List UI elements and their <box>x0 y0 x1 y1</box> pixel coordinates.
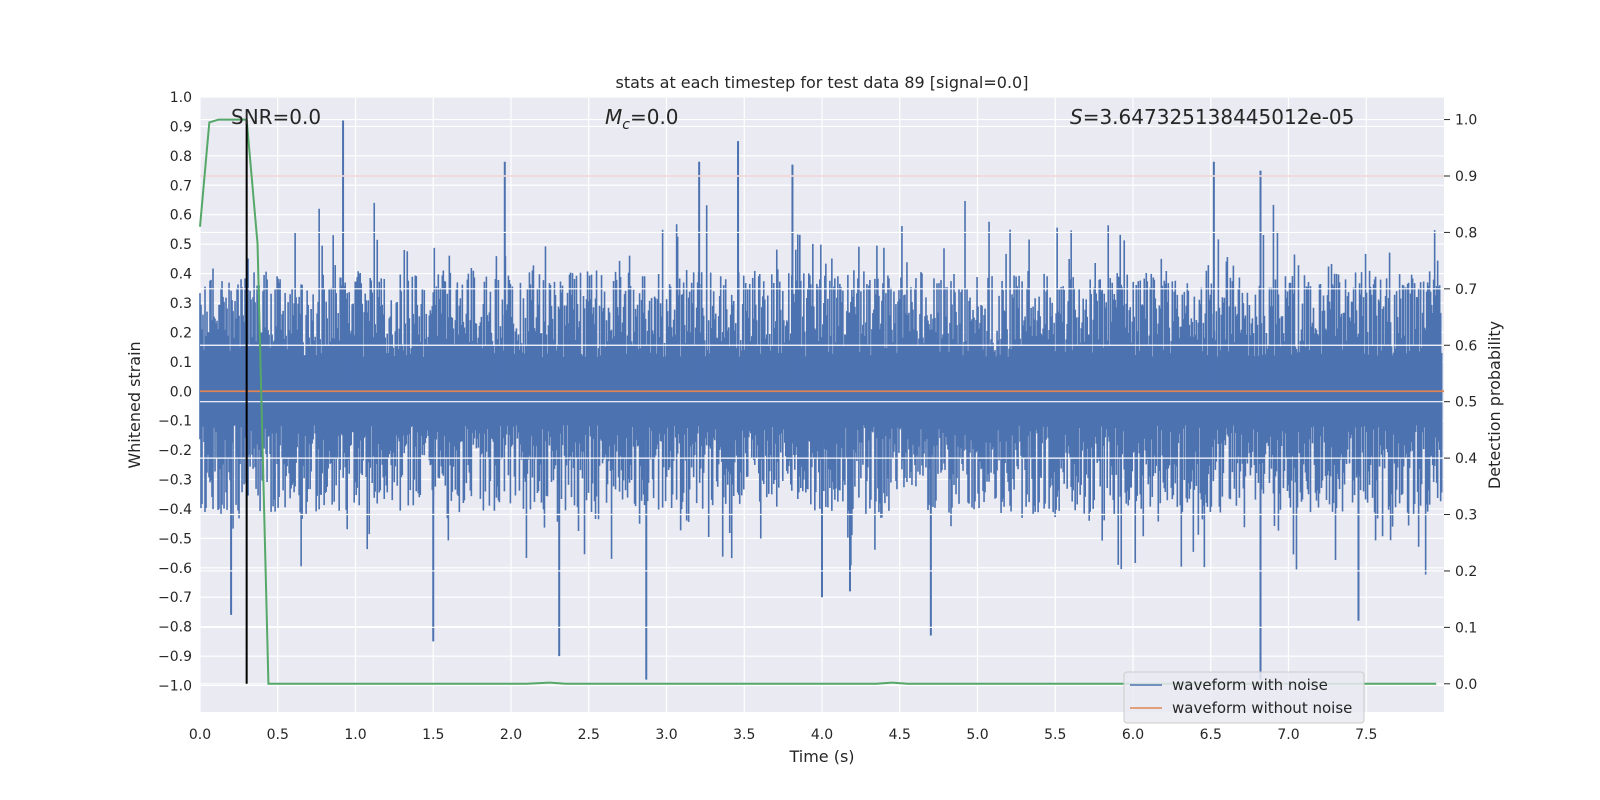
right-tick-label: 0.3 <box>1455 508 1477 524</box>
legend-label-noise: waveform with noise <box>1172 676 1328 694</box>
y-tick-label: −0.5 <box>158 531 192 547</box>
y-tick-label: 1.0 <box>170 90 192 106</box>
y-tick-label: 0.0 <box>170 384 192 400</box>
y-tick-label: 0.4 <box>170 267 192 283</box>
mc-value: =0.0 <box>630 105 679 129</box>
right-tick-label: 0.7 <box>1455 282 1477 298</box>
x-tick-label: 4.0 <box>811 727 833 743</box>
y-tick-label: −0.2 <box>158 443 192 459</box>
x-tick-label: 5.0 <box>966 727 988 743</box>
y-axis-ticks: 1.0 0.9 0.8 0.7 0.6 0.5 0.4 0.3 0.2 0.1 0.0 −0.1 −0.… <box>158 90 192 695</box>
y-tick-label: −0.3 <box>158 473 192 489</box>
s-value: =3.647325138445012e-05 <box>1083 105 1355 129</box>
legend-box <box>1123 671 1365 724</box>
legend-label-clean: waveform without noise <box>1172 699 1352 717</box>
x-tick-label: 3.5 <box>733 727 755 743</box>
right-axis-grid <box>200 118 1444 685</box>
x-tick-label: 2.0 <box>500 727 522 743</box>
y-tick-label: −0.8 <box>158 620 192 636</box>
x-tick-label: 1.5 <box>422 727 444 743</box>
mc-symbol: M <box>605 105 622 129</box>
right-tick-label: 0.8 <box>1455 225 1477 241</box>
x-tick-label: 0.5 <box>267 727 289 743</box>
x-axis-label: Time (s) <box>788 747 854 766</box>
s-annotation: S=3.647325138445012e-05 <box>1070 105 1354 129</box>
right-tick-label: 0.0 <box>1455 677 1477 693</box>
right-axis-label: Detection probability <box>1485 321 1504 489</box>
right-tick-label: 1.0 <box>1455 113 1477 129</box>
x-tick-label: 2.5 <box>578 727 600 743</box>
y-tick-label: −0.4 <box>158 502 192 518</box>
y-tick-label: 0.3 <box>170 296 192 312</box>
chart-title: stats at each timestep for test data 89 … <box>616 73 1029 92</box>
s-symbol: S <box>1070 105 1083 129</box>
waveform-with-noise-series <box>199 120 1443 680</box>
x-tick-label: 0.0 <box>189 727 211 743</box>
right-tick-label: 0.4 <box>1455 451 1477 467</box>
plot-content <box>199 118 1444 685</box>
x-tick-label: 3.0 <box>655 727 677 743</box>
y-tick-label: 0.8 <box>170 149 192 165</box>
y-tick-label: 0.7 <box>170 178 192 194</box>
y-tick-label: −0.6 <box>158 561 192 577</box>
right-tick-label: 0.6 <box>1455 338 1477 354</box>
y-tick-label: 0.5 <box>170 237 192 253</box>
right-tick-label: 0.2 <box>1455 564 1477 580</box>
y-tick-label: −0.7 <box>158 590 192 606</box>
x-tick-label: 6.0 <box>1122 727 1144 743</box>
x-tick-label: 7.5 <box>1355 727 1377 743</box>
y-tick-label: 0.9 <box>170 119 192 135</box>
x-tick-label: 5.5 <box>1044 727 1066 743</box>
x-tick-label: 1.0 <box>344 727 366 743</box>
detection-probability-series <box>199 118 1437 685</box>
x-tick-label: 7.0 <box>1277 727 1299 743</box>
y-tick-label: 0.6 <box>170 208 192 224</box>
right-axis-ticks: 1.0 0.9 0.8 0.7 0.6 0.5 0.4 0.3 0.2 0.1 0.0 <box>1444 113 1477 693</box>
y-tick-label: −0.9 <box>158 649 192 665</box>
y-axis-label: Whitened strain <box>125 341 144 468</box>
right-tick-label: 0.1 <box>1455 620 1477 636</box>
snr-annotation: SNR=0.0 <box>231 105 321 129</box>
legend: waveform with noise waveform without noi… <box>1123 671 1365 724</box>
mc-subscript: c <box>622 117 630 133</box>
x-axis-ticks: 0.0 0.5 1.0 1.5 2.0 2.5 3.0 3.5 4.0 4.5 5.0 5.5 6.0 6… <box>189 727 1378 743</box>
x-tick-label: 4.5 <box>889 727 911 743</box>
y-tick-label: 0.2 <box>170 325 192 341</box>
x-tick-label: 6.5 <box>1200 727 1222 743</box>
mc-annotation: Mc=0.0 <box>605 105 679 133</box>
y-tick-label: −1.0 <box>158 679 192 695</box>
y-tick-label: −0.1 <box>158 414 192 430</box>
right-tick-label: 0.9 <box>1455 169 1477 185</box>
right-tick-label: 0.5 <box>1455 395 1477 411</box>
y-tick-label: 0.1 <box>170 355 192 371</box>
